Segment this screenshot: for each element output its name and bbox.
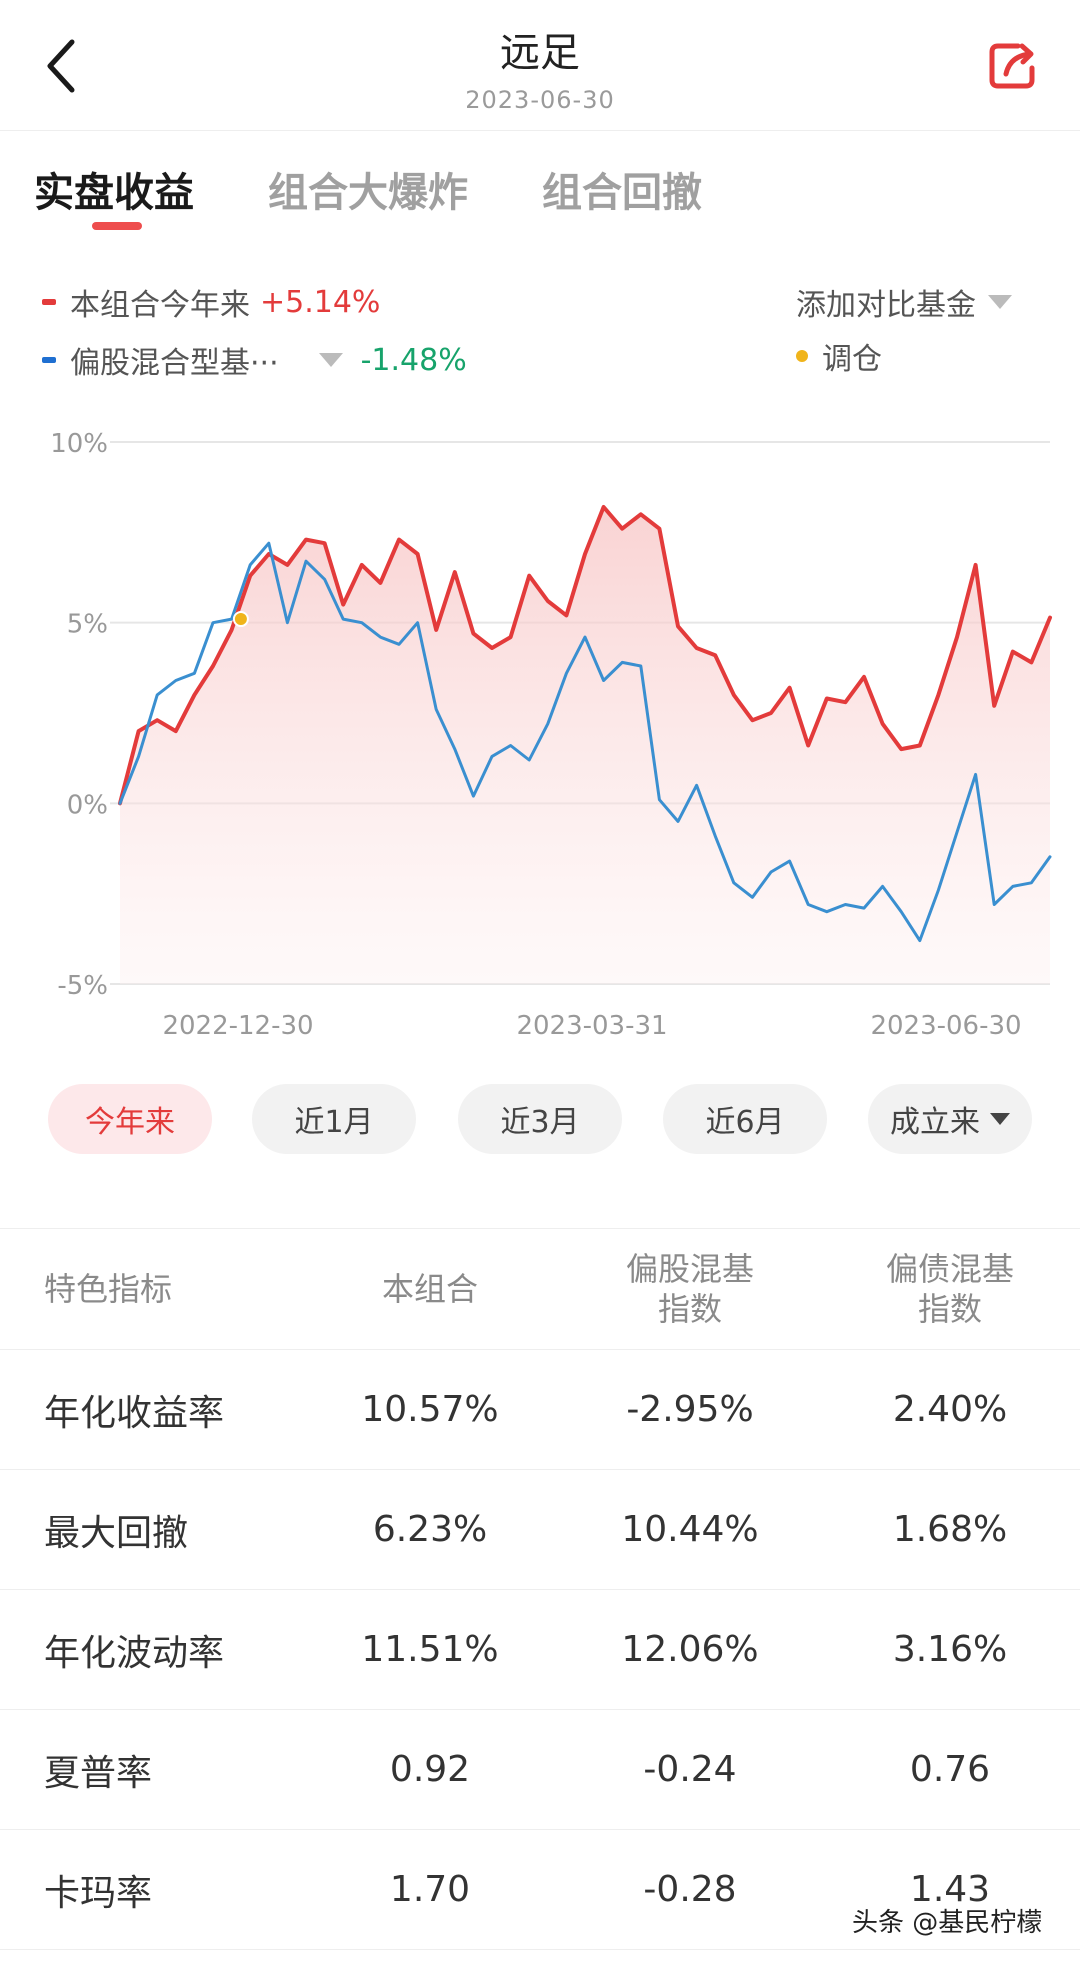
x-tick-label: 2023-06-30 [870,1011,1021,1041]
blue-series-marker [42,357,56,363]
row-label: 年化波动率 [44,1632,225,1674]
equity-index-value: 12.06% [621,1629,759,1670]
tab-real-returns[interactable]: 实盘收益 [34,170,194,216]
y-tick-label: 5% [67,610,108,640]
row-label: 年化收益率 [44,1392,225,1434]
equity-index-value: 10.44% [621,1509,759,1550]
returns-chart-svg: 10% 5% 0% -5% 2022-12-30 2023-03-31 2023-06-3… [50,429,1052,1041]
table-row: 年化波动率 11.51% 12.06% 3.16% [0,1590,1080,1710]
legend-portfolio: 本组合今年来 +5.14% [42,280,380,324]
dropdown-triangle-icon[interactable] [318,353,343,367]
row-label: 最大回撤 [44,1512,189,1554]
range-since-inception-label: 成立来 [890,1105,980,1140]
equity-index-value: -0.28 [643,1869,737,1910]
header-portfolio-label: 本组合 [381,1270,478,1308]
dropdown-triangle-icon [990,1113,1010,1125]
range-6m-button[interactable]: 近6月 [663,1084,827,1154]
x-tick-label: 2022-12-30 [162,1011,313,1041]
equity-index-value: -0.24 [643,1749,737,1790]
y-tick-label: -5% [57,971,108,1001]
range-selector: 今年来 近1月 近3月 近6月 成立来 [0,1084,1080,1154]
header-bond-hybrid-index-label: 偏债混基 指数 [885,1250,1014,1328]
table-row: 年化收益率 10.57% -2.95% 2.40% [0,1350,1080,1470]
portfolio-value: 6.23% [372,1509,488,1550]
portfolio-value: 11.51% [361,1629,499,1670]
share-icon [989,43,1035,89]
bond-index-value: 3.16% [892,1629,1008,1670]
table-row: 夏普率 0.92 -0.24 0.76 [0,1710,1080,1830]
legend-rebalance-label: 调仓 [822,342,882,377]
table-row: 最大回撤 6.23% 10.44% 1.68% [0,1470,1080,1590]
header-portfolio: 本组合 [330,1229,530,1349]
bond-index-value: 0.76 [909,1749,991,1790]
range-since-inception-button[interactable]: 成立来 [868,1084,1032,1154]
metrics-table: 特色指标 本组合 偏股混基 指数 偏债混基 指数 年化收益率 10.57% -2… [0,1228,1080,1950]
header-bond-hybrid-index: 偏债混基 指数 [850,1229,1050,1349]
rebalance-marker[interactable] [232,611,249,628]
page-title: 远足 [500,30,580,76]
legend-rebalance: 调仓 [796,334,882,378]
bond-index-value: 1.68% [892,1509,1008,1550]
header-metric-label: 特色指标 [44,1270,173,1308]
section-tabs: 实盘收益 组合大爆炸 组合回撤 [0,160,1080,240]
legend-benchmark-value: -1.48% [360,342,467,378]
add-compare-fund[interactable]: 添加对比基金 [796,280,1012,324]
tab-portfolio-drawdown[interactable]: 组合回撤 [542,170,702,216]
table-row: 卡玛率 1.70 -0.28 1.43 [0,1830,1080,1950]
bond-index-value: 1.43 [909,1869,991,1910]
share-button[interactable] [984,38,1040,94]
watermark: 头条 @基民柠檬 [852,1908,1043,1938]
table-header: 特色指标 本组合 偏股混基 指数 偏债混基 指数 [0,1228,1080,1350]
rebalance-dot-icon [796,350,808,362]
equity-index-value: -2.95% [626,1389,754,1430]
portfolio-area [120,507,1050,984]
range-3m-button[interactable]: 近3月 [458,1084,622,1154]
back-button[interactable] [40,34,90,98]
active-tab-indicator [92,222,142,230]
header-equity-hybrid-index: 偏股混基 指数 [590,1229,790,1349]
page-date: 2023-06-30 [465,86,615,114]
add-compare-fund-label: 添加对比基金 [796,288,976,323]
benchmark-series-line [118,541,1052,943]
legend-benchmark[interactable]: 偏股混合型基··· -1.48% [42,338,467,382]
red-series-marker [42,299,56,305]
portfolio-value: 1.70 [389,1869,471,1910]
header-metric: 特色指标 [44,1229,284,1349]
portfolio-value: 0.92 [389,1749,471,1790]
bond-index-value: 2.40% [892,1389,1008,1430]
portfolio-series-line [118,505,1052,806]
dropdown-triangle-icon [988,295,1012,309]
legend-benchmark-label: 偏股混合型基··· [70,346,279,381]
portfolio-value: 10.57% [361,1389,499,1430]
header-equity-hybrid-index-label: 偏股混基 指数 [625,1250,754,1328]
top-bar: 远足 2023-06-30 [0,0,1080,131]
x-tick-label: 2023-03-31 [516,1011,667,1041]
range-1m-button[interactable]: 近1月 [252,1084,416,1154]
y-tick-label: 10% [50,429,108,459]
legend-portfolio-label: 本组合今年来 [70,288,250,323]
returns-chart[interactable]: 10% 5% 0% -5% 2022-12-30 2023-03-31 2023-06-3… [0,410,1080,1050]
chart-legend: 本组合今年来 +5.14% 偏股混合型基··· -1.48% 添加对比基金 调仓 [0,280,1080,390]
legend-portfolio-value: +5.14% [260,284,381,320]
row-label: 卡玛率 [44,1872,153,1914]
tab-portfolio-explosion[interactable]: 组合大爆炸 [268,170,468,216]
range-6m-label: 近6月 [705,1105,785,1140]
range-ytd-button[interactable]: 今年来 [48,1084,212,1154]
row-label: 夏普率 [44,1752,153,1794]
y-tick-label: 0% [67,790,108,820]
chevron-left-icon [47,39,75,93]
